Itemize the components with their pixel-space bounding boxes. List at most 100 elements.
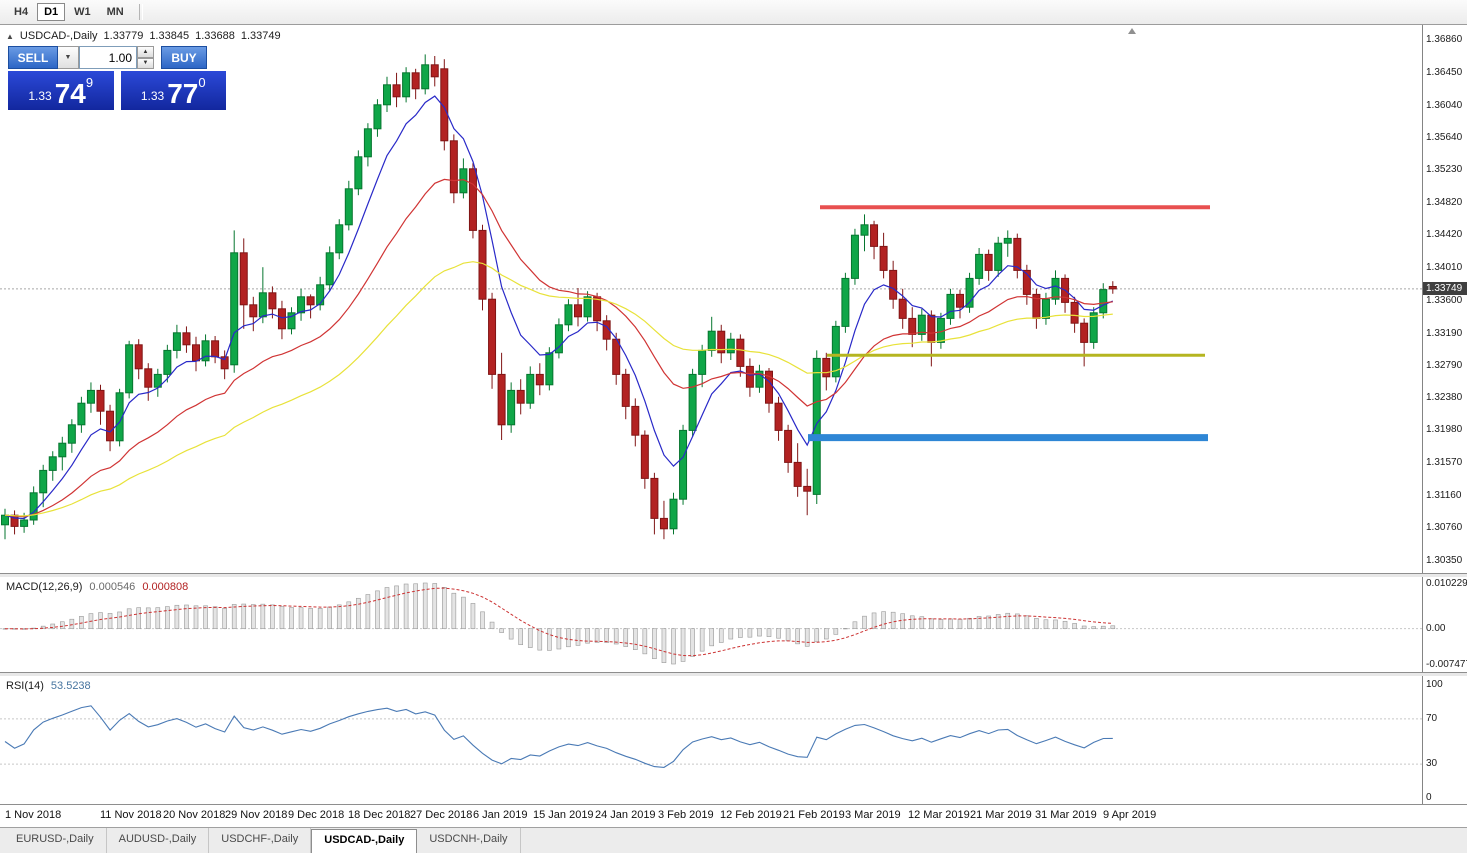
date-label: 24 Jan 2019 [595, 809, 656, 821]
date-label: 31 Mar 2019 [1035, 809, 1097, 821]
candle [698, 349, 707, 375]
macd-histogram-bar [203, 605, 208, 629]
volume-decrease-button[interactable]: ▼ [137, 57, 154, 69]
chart-tab-usdcnh[interactable]: USDCNH-,Daily [417, 828, 521, 853]
ma-line-7 [4, 95, 1114, 520]
price-axis-label: 1.35640 [1426, 131, 1463, 143]
timeframe-button-w1[interactable]: W1 [74, 6, 91, 18]
chart-tab-usdcad[interactable]: USDCAD-,Daily [311, 829, 418, 853]
macd-histogram-bar [995, 614, 1001, 629]
high-value: 1.33845 [149, 30, 190, 42]
sell-button[interactable]: SELL [8, 46, 58, 69]
macd-histogram-bar [59, 621, 65, 629]
candle [440, 68, 449, 142]
candle [363, 128, 372, 158]
chart-shift-marker[interactable] [1128, 28, 1136, 34]
candle [898, 298, 907, 319]
macd-canvas[interactable] [0, 577, 1422, 672]
macd-histogram-bar [871, 612, 877, 629]
sell-price-sup: 9 [85, 75, 94, 90]
macd-histogram-bar [938, 619, 944, 629]
candle [134, 344, 143, 370]
main-chart-panel: 1.36860 1.36450 1.36040 1.35640 1.35230 1.348… [0, 25, 1467, 573]
candle [1003, 237, 1012, 244]
candle [1108, 285, 1117, 290]
macd-axis-label: 0.010229 [1426, 578, 1467, 589]
macd-histogram-bar [986, 615, 991, 629]
candle [850, 234, 859, 279]
rsi-panel: 100 70 30 0 RSI(14) 53.5238 [0, 676, 1467, 804]
macd-label: MACD(12,26,9) 0.000546 0.000808 [6, 581, 188, 593]
macd-histogram-bar [823, 628, 829, 640]
macd-histogram-bar [69, 618, 75, 629]
volume-increase-button[interactable]: ▲ [137, 46, 154, 58]
date-label: 27 Dec 2018 [410, 809, 473, 821]
candle [745, 365, 754, 388]
candle [621, 373, 630, 407]
candle [325, 252, 334, 286]
volume-input[interactable] [79, 46, 137, 69]
candle [1089, 312, 1098, 343]
volume-dropdown-button[interactable]: ▼ [58, 46, 79, 69]
panel-splitter[interactable] [0, 573, 1467, 577]
timeframe-button-h4[interactable]: H4 [14, 6, 29, 18]
macd-histogram-bar [738, 628, 743, 638]
macd-histogram-bar [1034, 618, 1039, 629]
macd-histogram-bar [241, 603, 247, 629]
macd-histogram-bar [680, 628, 686, 662]
price-axis-label: 1.32380 [1426, 392, 1463, 404]
candle [230, 252, 239, 366]
timeframe-button-mn[interactable]: MN [106, 6, 124, 18]
price-axis-label: 1.30350 [1426, 554, 1463, 566]
collapse-icon[interactable]: ▲ [6, 31, 14, 41]
macd-histogram-bar [919, 616, 925, 629]
macd-histogram-bar [518, 628, 524, 646]
chart-tab-usdchf[interactable]: USDCHF-,Daily [209, 828, 312, 853]
candle [946, 293, 955, 319]
timeframe-button-d1[interactable]: D1 [37, 3, 66, 21]
candle [841, 277, 850, 327]
macd-histogram-bar [1110, 625, 1116, 629]
candle [67, 424, 76, 444]
price-chart-canvas[interactable] [0, 25, 1422, 573]
candle [707, 330, 716, 351]
panel-splitter[interactable] [0, 672, 1467, 676]
macd-histogram-bar [795, 628, 800, 645]
candle [497, 373, 506, 426]
candle [239, 252, 248, 306]
chart-tab-audusd[interactable]: AUDUSD-,Daily [107, 828, 210, 853]
sell-price-display[interactable]: 1.33 74 9 [8, 71, 114, 110]
macd-histogram-bar [757, 628, 762, 637]
candle [726, 338, 735, 354]
macd-histogram-bar [699, 628, 705, 652]
candle [106, 410, 115, 442]
macd-histogram-bar [862, 615, 867, 629]
candle [201, 340, 210, 362]
price-axis-label: 1.36040 [1426, 99, 1463, 111]
candle [20, 519, 29, 527]
macd-histogram-bar [652, 628, 657, 660]
candle [411, 72, 420, 90]
macd-histogram-bar [289, 607, 294, 629]
macd-histogram-bar [709, 628, 715, 647]
toolbar-separator [138, 4, 143, 20]
macd-histogram-bar [566, 628, 571, 648]
macd-panel: 0.010229 0.00 -0.007477 MACD(12,26,9) 0.00… [0, 577, 1467, 672]
candle [803, 485, 812, 492]
candle [917, 314, 926, 335]
candle [192, 344, 200, 362]
candle [574, 304, 582, 318]
buy-button[interactable]: BUY [161, 46, 207, 69]
chart-tab-eurusd[interactable]: EURUSD-,Daily [4, 828, 107, 853]
candle [650, 477, 659, 519]
macd-histogram-bar [174, 604, 180, 629]
macd-histogram-bar [547, 628, 552, 651]
price-axis-label: 1.34010 [1426, 262, 1463, 273]
candle [268, 292, 277, 310]
macd-histogram-bar [804, 628, 810, 647]
rsi-canvas[interactable] [0, 676, 1422, 804]
macd-histogram-bar [594, 628, 600, 643]
price-axis-label: 1.33600 [1426, 294, 1463, 306]
candle [975, 253, 984, 279]
buy-price-display[interactable]: 1.33 77 0 [120, 71, 226, 110]
